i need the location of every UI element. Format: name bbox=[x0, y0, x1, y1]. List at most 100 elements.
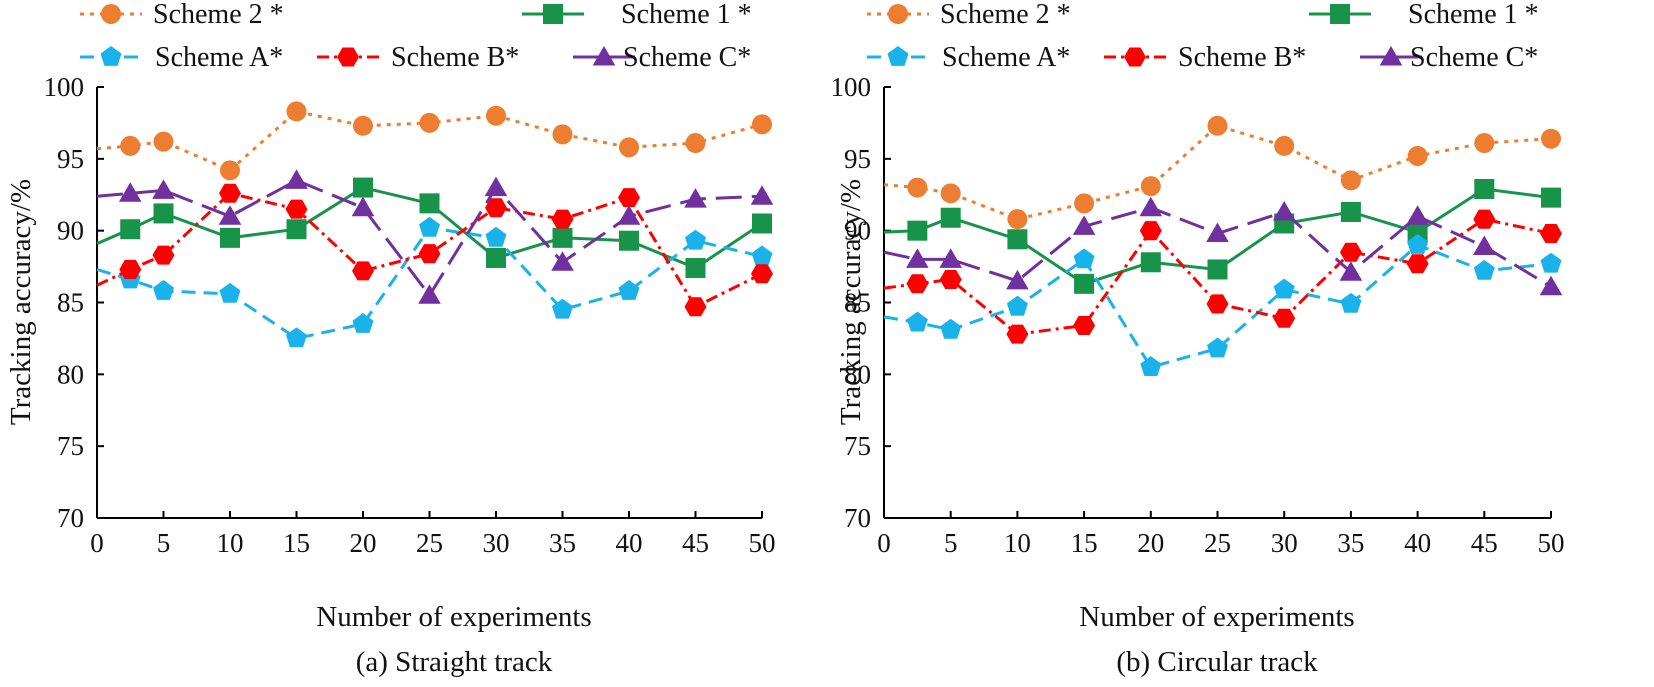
data-point-s1 bbox=[685, 258, 706, 279]
data-point-sc bbox=[218, 205, 242, 225]
x-axis-title: Number of experiments bbox=[316, 601, 591, 633]
data-point-sb bbox=[219, 183, 241, 203]
data-point-sc bbox=[1072, 215, 1096, 235]
x-tick-label: 25 bbox=[1204, 528, 1231, 558]
data-point-sb bbox=[684, 297, 707, 317]
data-point-s2 bbox=[153, 131, 174, 152]
y-tick-label: 75 bbox=[844, 431, 871, 461]
legend-label: Scheme 2 * bbox=[153, 0, 284, 30]
data-point-sc bbox=[551, 251, 574, 271]
data-point-sb bbox=[485, 198, 507, 218]
data-point-s2 bbox=[1207, 115, 1228, 136]
legend-item-sa: Scheme A* bbox=[867, 42, 1070, 73]
data-point-sb bbox=[1339, 242, 1362, 262]
y-tick-label: 100 bbox=[44, 72, 85, 102]
data-point-s1 bbox=[153, 203, 174, 224]
data-point-s2 bbox=[752, 114, 772, 135]
data-point-sb bbox=[751, 264, 773, 284]
data-point-s2 bbox=[486, 105, 506, 126]
legend-item-s1: Scheme 1 * bbox=[1309, 0, 1539, 30]
data-point-sa bbox=[751, 245, 773, 266]
legend-marker bbox=[887, 46, 909, 66]
data-point-s2 bbox=[940, 183, 961, 204]
data-point-sc bbox=[351, 196, 375, 217]
x-tick-label: 10 bbox=[217, 528, 244, 558]
data-point-s1 bbox=[752, 213, 772, 234]
data-point-s2 bbox=[1541, 128, 1561, 149]
series-straight-track bbox=[96, 101, 774, 348]
x-tick-label: 15 bbox=[1071, 528, 1098, 558]
legend-item-sb: Scheme B* bbox=[1104, 42, 1306, 73]
data-point-sa bbox=[1473, 259, 1495, 280]
data-point-sa bbox=[352, 313, 374, 333]
data-point-sb bbox=[1006, 324, 1029, 344]
panel-straight-track: Scheme 2 * Scheme 1 * Scheme A* Scheme B* Sc… bbox=[5, 0, 776, 678]
data-point-s1 bbox=[1074, 273, 1095, 294]
data-point-s1 bbox=[1474, 179, 1495, 200]
legend-label: Scheme B* bbox=[1178, 42, 1306, 73]
data-point-s1 bbox=[220, 227, 240, 248]
data-point-sa bbox=[1140, 356, 1162, 376]
series-line-s2 bbox=[883, 124, 1552, 221]
legend-circular-track: Scheme 2 * Scheme 1 * Scheme A* Scheme B* Sc… bbox=[867, 0, 1539, 73]
legend-marker bbox=[1124, 47, 1146, 67]
data-point-s2 bbox=[1007, 209, 1028, 230]
axes-circular-track: 70 75 80 85 90 95 100 0 5 10 15 20 25 30 35 40 45 50 bbox=[831, 72, 1565, 558]
legend-label: Scheme 2 * bbox=[940, 0, 1071, 30]
data-point-s2 bbox=[1340, 170, 1361, 191]
data-point-sa bbox=[940, 318, 962, 339]
data-point-sb bbox=[1540, 224, 1562, 244]
x-tick-label: 5 bbox=[944, 528, 958, 558]
data-point-sb bbox=[1406, 254, 1429, 274]
data-point-sb bbox=[906, 274, 929, 294]
data-point-sc bbox=[617, 205, 641, 225]
data-point-s2 bbox=[685, 133, 706, 154]
data-point-sc bbox=[939, 248, 962, 268]
panel-circular-track: Scheme 2 * Scheme 1 * Scheme A* Scheme B* Sc… bbox=[831, 0, 1565, 678]
data-point-s2 bbox=[1074, 193, 1095, 214]
data-point-sa bbox=[1407, 234, 1429, 254]
data-point-sb bbox=[418, 244, 441, 264]
data-point-s1 bbox=[1207, 259, 1228, 280]
y-tick-label: 100 bbox=[831, 72, 872, 102]
legend-marker bbox=[592, 46, 616, 66]
x-tick-label: 45 bbox=[1471, 528, 1498, 558]
data-point-sb bbox=[551, 209, 574, 229]
x-tick-label: 30 bbox=[483, 528, 510, 558]
legend-item-sb: Scheme B* bbox=[317, 42, 519, 73]
x-tick-label: 0 bbox=[90, 528, 104, 558]
x-tick-label: 35 bbox=[549, 528, 576, 558]
x-tick-label: 25 bbox=[416, 528, 443, 558]
data-point-sa bbox=[552, 298, 573, 319]
data-point-s1 bbox=[907, 220, 928, 241]
y-tick-label: 80 bbox=[57, 359, 84, 389]
legend-label: Scheme 1 * bbox=[1408, 0, 1539, 30]
data-point-sc bbox=[1473, 235, 1496, 255]
legend-label: Scheme C* bbox=[1410, 42, 1538, 73]
legend-marker bbox=[101, 4, 121, 24]
legend-item-sc: Scheme C* bbox=[1360, 42, 1538, 73]
data-point-sc bbox=[285, 169, 308, 189]
x-tick-label: 20 bbox=[1137, 528, 1164, 558]
legend-straight-track: Scheme 2 * Scheme 1 * Scheme A* Scheme B* Sc… bbox=[80, 0, 752, 73]
data-point-sb bbox=[285, 199, 308, 219]
panel-caption: (a) Straight track bbox=[356, 646, 553, 678]
y-axis-title: Tracking accuracy/% bbox=[5, 179, 37, 425]
data-point-sc bbox=[750, 185, 774, 205]
legend-label: Scheme A* bbox=[155, 42, 283, 73]
legend-marker bbox=[1330, 4, 1350, 24]
x-tick-label: 10 bbox=[1004, 528, 1031, 558]
legend-marker bbox=[100, 46, 122, 66]
data-point-sa bbox=[1273, 278, 1295, 299]
data-point-sc bbox=[684, 188, 707, 208]
data-point-sb bbox=[1139, 221, 1162, 241]
data-point-sa bbox=[286, 327, 307, 348]
legend-item-s2: Scheme 2 * bbox=[867, 0, 1071, 30]
data-point-s2 bbox=[220, 160, 240, 181]
data-point-s1 bbox=[1541, 187, 1561, 208]
data-point-sa bbox=[1340, 292, 1362, 313]
data-point-s1 bbox=[1140, 252, 1161, 273]
data-point-s1 bbox=[353, 177, 373, 198]
data-point-s2 bbox=[120, 135, 141, 156]
data-point-s1 bbox=[552, 227, 573, 248]
